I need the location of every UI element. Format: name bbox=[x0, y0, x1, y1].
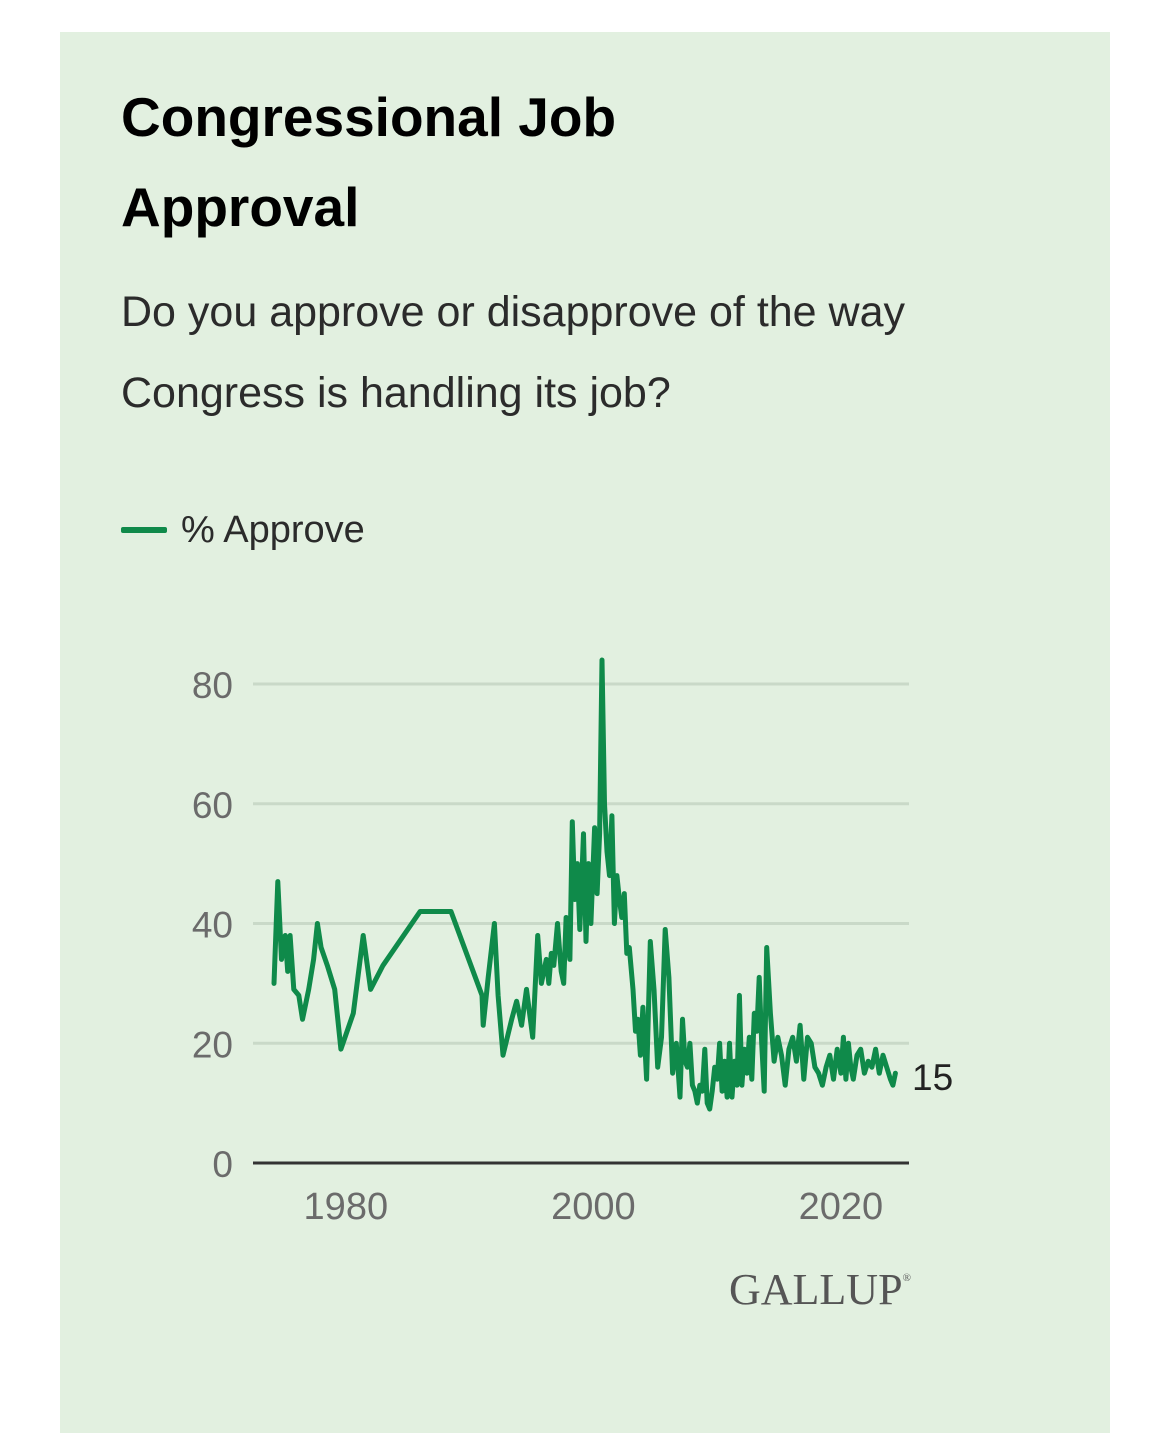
y-tick-label: 80 bbox=[192, 665, 233, 706]
y-tick-label: 60 bbox=[192, 785, 233, 826]
chart-subtitle: Do you approve or disapprove of the way … bbox=[121, 288, 906, 417]
y-tick-label: 0 bbox=[212, 1144, 233, 1185]
legend-line-swatch bbox=[121, 527, 167, 533]
chart-title: Congressional Job Approval bbox=[121, 86, 617, 238]
gallup-logo-text: GALLUP bbox=[729, 1265, 903, 1314]
series-line-approve bbox=[271, 657, 898, 1112]
x-tick-label: 2020 bbox=[799, 1186, 884, 1228]
y-tick-label: 20 bbox=[192, 1024, 233, 1065]
x-tick-label: 2000 bbox=[551, 1186, 636, 1228]
gallup-logo: GALLUP® bbox=[729, 1264, 911, 1315]
legend: % Approve bbox=[121, 505, 365, 555]
y-tick-label: 40 bbox=[192, 905, 233, 946]
legend-label: % Approve bbox=[181, 508, 365, 551]
x-tick-label: 1980 bbox=[304, 1186, 389, 1228]
registered-mark: ® bbox=[902, 1272, 911, 1284]
end-value-label: 15 bbox=[912, 1057, 953, 1098]
chart-card bbox=[60, 32, 1110, 1433]
